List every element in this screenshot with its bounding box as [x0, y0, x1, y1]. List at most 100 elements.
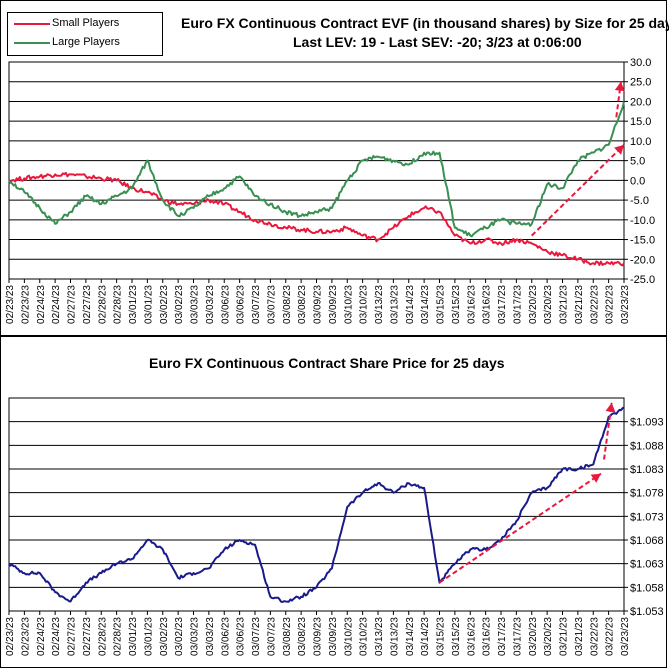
x-tick-label: 03/13/23 [374, 617, 385, 656]
x-tick-label: 03/10/23 [343, 617, 354, 656]
y-tick-label: -10.0 [630, 215, 655, 227]
x-tick-label: 03/21/23 [574, 285, 585, 324]
y-tick-label: $1.073 [630, 511, 664, 523]
x-tick-label: 03/17/23 [512, 617, 523, 656]
x-tick-label: 02/27/23 [67, 285, 78, 324]
y-tick-label: $1.093 [630, 417, 664, 429]
trend-arrowhead [590, 473, 601, 483]
x-tick-label: 02/28/23 [97, 617, 108, 656]
x-tick-label: 03/13/23 [389, 285, 400, 324]
x-tick-label: 03/01/23 [143, 285, 154, 324]
x-tick-label: 03/21/23 [559, 285, 570, 324]
x-tick-label: 02/24/23 [36, 285, 47, 324]
y-tick-label: 15.0 [630, 116, 651, 128]
x-tick-label: 03/09/23 [328, 617, 339, 656]
y-tick-label: 25.0 [630, 77, 651, 89]
x-tick-label: 03/20/23 [528, 285, 539, 324]
x-tick-label: 02/23/23 [20, 285, 31, 324]
x-tick-label: 03/08/23 [297, 617, 308, 656]
y-tick-label: $1.068 [630, 535, 664, 547]
x-tick-label: 02/23/23 [5, 617, 16, 656]
x-tick-label: 03/02/23 [174, 285, 185, 324]
trend-arrow [531, 144, 625, 237]
y-tick-label: -15.0 [630, 235, 655, 247]
y-tick-label: $1.078 [630, 488, 664, 500]
x-tick-label: 02/28/23 [113, 617, 124, 656]
trend-arrow [615, 81, 622, 118]
y-tick-label: 30.0 [630, 57, 651, 69]
x-tick-label: 03/03/23 [190, 617, 201, 656]
x-tick-label: 03/15/23 [436, 617, 447, 656]
x-tick-label: 03/15/23 [451, 617, 462, 656]
series-line-price [8, 406, 625, 603]
x-tick-label: 03/02/23 [159, 285, 170, 324]
x-tick-label: 03/16/23 [482, 617, 493, 656]
x-tick-label: 03/20/23 [528, 617, 539, 656]
chart-subtitle: Last LEV: 19 - Last SEV: -20; 3/23 at 0:… [293, 34, 582, 50]
y-tick-label: $1.088 [630, 440, 664, 452]
y-tick-label: -20.0 [630, 254, 655, 266]
x-tick-label: 03/14/23 [405, 285, 416, 324]
x-tick-label: 03/06/23 [236, 617, 247, 656]
x-tick-label: 03/17/23 [497, 285, 508, 324]
x-tick-label: 03/17/23 [497, 617, 508, 656]
x-tick-label: 03/16/23 [482, 285, 493, 324]
x-tick-label: 03/08/23 [282, 285, 293, 324]
x-tick-label: 03/09/23 [328, 285, 339, 324]
y-tick-label: -5.0 [630, 195, 649, 207]
x-tick-label: 02/24/23 [51, 285, 62, 324]
x-tick-label: 02/24/23 [51, 617, 62, 656]
x-tick-label: 03/16/23 [466, 285, 477, 324]
x-tick-label: 03/07/23 [266, 285, 277, 324]
x-tick-label: 03/14/23 [405, 617, 416, 656]
chart-title: Euro FX Continuous Contract EVF (in thou… [181, 15, 669, 31]
x-tick-label: 03/06/23 [220, 617, 231, 656]
x-tick-label: 02/27/23 [67, 617, 78, 656]
x-tick-label: 03/09/23 [313, 285, 324, 324]
legend-swatch-large-players [14, 42, 50, 44]
x-tick-label: 02/23/23 [20, 617, 31, 656]
plot-area [8, 397, 625, 612]
x-tick-label: 03/13/23 [374, 285, 385, 324]
x-tick-label: 03/06/23 [236, 285, 247, 324]
trend-arrow [603, 402, 613, 460]
legend-label-large-players: Large Players [52, 36, 120, 48]
x-tick-label: 03/22/23 [589, 617, 600, 656]
x-tick-label: 03/22/23 [605, 617, 616, 656]
x-tick-label: 03/08/23 [282, 617, 293, 656]
price-chart-panel: Euro FX Continuous Contract Share Price … [0, 336, 667, 668]
x-tick-label: 02/24/23 [36, 617, 47, 656]
x-tick-label: 03/01/23 [128, 285, 139, 324]
y-tick-label: $1.083 [630, 464, 664, 476]
x-tick-label: 03/08/23 [297, 285, 308, 324]
legend-label-small-players: Small Players [52, 17, 120, 29]
x-tick-label: 03/23/23 [620, 617, 631, 656]
evf-chart-panel: Small Players Large Players Euro FX Cont… [0, 0, 669, 336]
x-tick-label: 03/03/23 [205, 617, 216, 656]
x-tick-label: 03/16/23 [466, 617, 477, 656]
x-tick-label: 03/10/23 [359, 285, 370, 324]
plot-area [8, 61, 625, 280]
x-tick-label: 03/07/23 [266, 617, 277, 656]
x-tick-label: 02/28/23 [113, 285, 124, 324]
y-tick-label: $1.063 [630, 559, 664, 571]
legend-swatch-small-players [14, 23, 50, 25]
x-tick-label: 02/27/23 [82, 285, 93, 324]
x-tick-label: 03/02/23 [159, 617, 170, 656]
y-tick-label: $1.053 [630, 606, 664, 618]
x-tick-label: 03/20/23 [543, 617, 554, 656]
x-tick-label: 02/28/23 [97, 285, 108, 324]
trend-arrowhead [605, 402, 616, 413]
x-tick-label: 03/17/23 [512, 285, 523, 324]
y-tick-label: 10.0 [630, 136, 651, 148]
x-tick-label: 03/10/23 [359, 617, 370, 656]
x-tick-label: 03/09/23 [313, 617, 324, 656]
x-tick-label: 03/14/23 [420, 617, 431, 656]
x-tick-label: 03/02/23 [174, 617, 185, 656]
x-tick-label: 03/07/23 [251, 285, 262, 324]
y-tick-label: 5.0 [630, 156, 645, 168]
y-tick-label: $1.058 [630, 582, 664, 594]
y-tick-label: 0.0 [630, 175, 645, 187]
x-tick-label: 03/23/23 [620, 285, 631, 324]
x-tick-label: 03/07/23 [251, 617, 262, 656]
